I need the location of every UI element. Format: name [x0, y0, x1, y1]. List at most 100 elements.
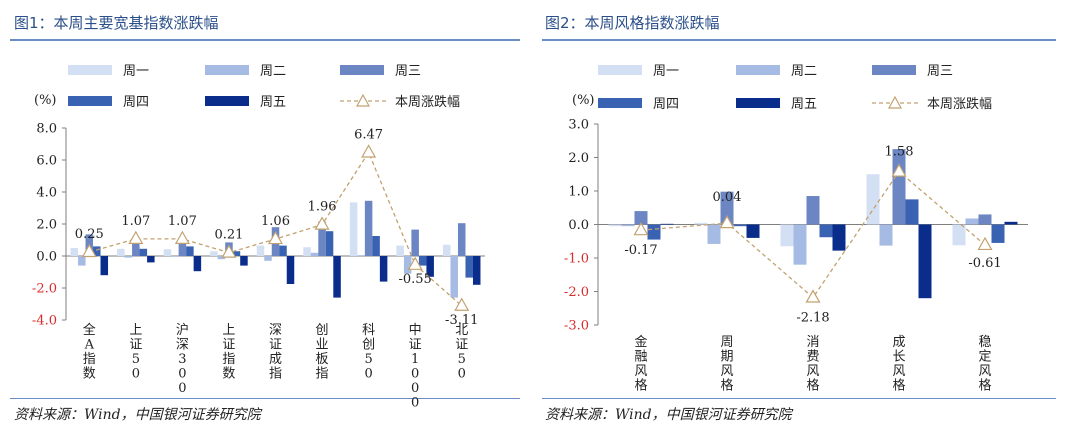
bar — [879, 224, 893, 246]
bar — [746, 224, 760, 238]
legend-label: 周二 — [791, 64, 817, 79]
line-marker — [361, 144, 377, 158]
bar — [303, 247, 311, 256]
y-tick-label: 6.0 — [36, 154, 57, 169]
bar — [720, 191, 734, 225]
y-tick-label: 3.0 — [568, 118, 589, 133]
weekly-change-line — [640, 170, 986, 299]
data-label: -3.11 — [445, 313, 478, 328]
y-tick-label: 1.0 — [568, 185, 589, 200]
bar — [372, 236, 380, 256]
bar — [608, 224, 622, 227]
bar — [465, 256, 473, 278]
bar — [418, 256, 427, 266]
data-label: 1.07 — [168, 214, 197, 229]
title-rule — [542, 39, 1056, 41]
line-marker — [633, 221, 649, 236]
bar — [978, 214, 992, 225]
legend-label: 周五 — [791, 97, 817, 112]
legend-label: 周四 — [653, 97, 679, 112]
legend-swatch — [736, 65, 780, 75]
line-marker — [454, 297, 470, 311]
bar — [333, 256, 341, 298]
data-label: 1.58 — [885, 145, 914, 160]
bar — [952, 224, 966, 246]
bar — [240, 256, 248, 266]
y-tick-label: 4.0 — [36, 186, 57, 201]
chart-title: 图1：本周主要宽基指数涨跌幅 — [14, 14, 219, 32]
bar — [163, 249, 172, 256]
bar — [279, 245, 287, 256]
legend-label: 周三 — [395, 64, 421, 79]
bar — [193, 256, 202, 272]
bar — [78, 256, 86, 266]
bar — [256, 245, 265, 256]
bar — [733, 224, 747, 227]
bar — [472, 256, 481, 285]
line-marker — [81, 243, 97, 258]
bar — [426, 256, 434, 277]
data-label: 1.96 — [308, 200, 337, 215]
bar — [832, 224, 846, 251]
legend-label: 周一 — [123, 64, 149, 79]
y-tick-label: 8.0 — [36, 122, 57, 137]
y-unit-label: (%) — [34, 93, 57, 108]
legend-marker — [887, 95, 903, 109]
bar — [124, 256, 133, 258]
legend-marker — [355, 93, 371, 107]
bar — [442, 244, 451, 256]
bar — [364, 200, 373, 256]
panel-style-index: 图2：本周风格指数涨跌幅 资料来源：Wind，中国银河证券研究院 — [542, 0, 1056, 428]
x-tick-label: 上证指数 — [222, 323, 235, 382]
legend-swatch — [340, 65, 384, 75]
x-tick-label: 周期风格 — [720, 335, 733, 394]
bar — [232, 251, 241, 256]
data-label: 0.25 — [75, 227, 104, 242]
bar — [264, 256, 272, 261]
legend-label: 周四 — [123, 95, 149, 110]
bar — [457, 223, 466, 256]
y-tick-label: -1.0 — [564, 252, 589, 267]
legend-swatch — [205, 96, 249, 106]
y-tick-label: -3.0 — [564, 319, 589, 334]
y-tick-label: -2.0 — [564, 285, 589, 300]
bar — [991, 224, 1005, 243]
x-tick-label: 全 A 指数 — [83, 322, 96, 382]
bar — [186, 246, 194, 256]
title-rule — [10, 39, 520, 41]
bar — [918, 224, 932, 299]
legend-swatch — [598, 98, 642, 108]
legend-label: 周二 — [260, 64, 286, 79]
line-marker — [314, 216, 330, 230]
bar — [100, 256, 109, 276]
y-tick-label: 2.0 — [568, 151, 589, 166]
bar — [793, 224, 807, 265]
legend-label: 周五 — [260, 95, 286, 110]
bar — [806, 196, 820, 225]
legend-swatch — [598, 65, 642, 75]
source-note: 资料来源：Wind，中国银河证券研究院 — [545, 407, 792, 423]
legend-swatch — [68, 65, 112, 75]
line-marker — [174, 230, 190, 244]
legend-swatch — [872, 65, 916, 75]
legend-label: 周一 — [653, 64, 679, 79]
bar — [905, 199, 919, 225]
source-rule — [10, 398, 520, 399]
bar — [286, 256, 295, 284]
bar — [379, 256, 388, 282]
bar — [70, 248, 79, 256]
line-marker — [221, 244, 237, 258]
bar — [147, 256, 155, 263]
bar — [403, 256, 412, 274]
bar — [411, 229, 419, 256]
legend-swatch — [736, 98, 780, 108]
bar — [310, 252, 319, 256]
data-label: -0.17 — [624, 243, 657, 258]
bar — [325, 231, 334, 256]
bar — [178, 244, 187, 256]
source-rule — [542, 398, 1056, 399]
x-tick-label: 沪深 3 0 0 — [176, 322, 189, 396]
x-tick-label: 上证 5 0 — [129, 323, 142, 382]
line-marker — [128, 230, 144, 244]
